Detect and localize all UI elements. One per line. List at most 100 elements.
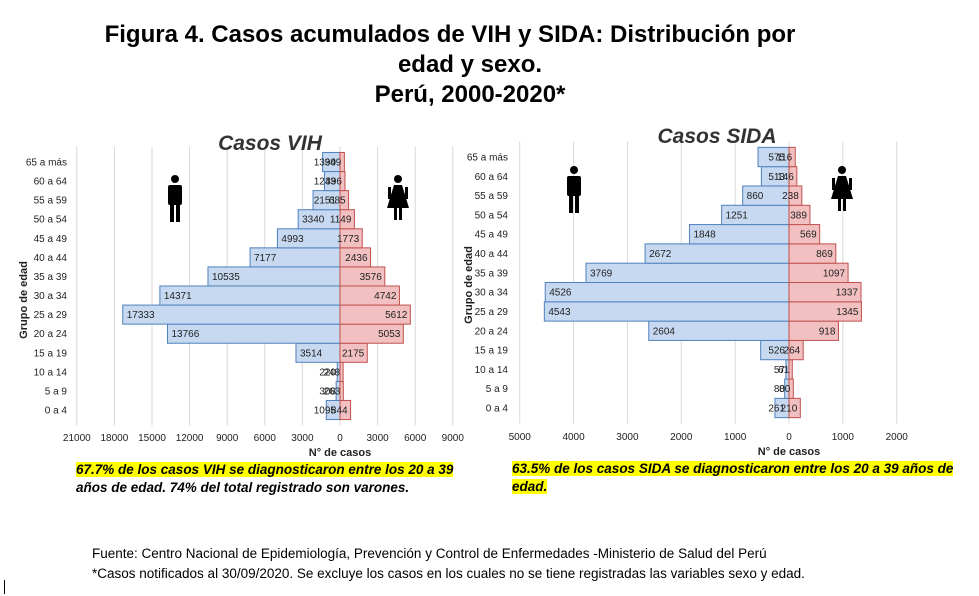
vih-male-value-label: 7177 <box>254 253 277 264</box>
vih-male-value-label: 1390 <box>314 158 337 169</box>
sida-male-value-label: 57 <box>774 365 786 376</box>
vih-category-label: 50 a 54 <box>34 215 68 226</box>
vih-male-value-label: 17333 <box>127 310 155 321</box>
sida-male-bar <box>543 301 790 322</box>
sida-note: 63.5% de los casos SIDA se diagnosticaro… <box>512 460 972 496</box>
vih-category-label: 65 a más <box>26 158 67 169</box>
vih-category-label: 45 a 49 <box>34 234 68 245</box>
sida-category-label: 20 a 24 <box>475 326 509 337</box>
vih-female-bar <box>339 399 352 421</box>
vih-category-label: 20 a 24 <box>34 329 68 340</box>
sida-note-highlight: 63.5% de los casos SIDA se diagnosticaro… <box>512 461 954 494</box>
sida-male-bar <box>544 282 790 303</box>
vih-female-value-label: 685 <box>329 196 346 207</box>
vih-female-value-label: 5612 <box>385 310 408 321</box>
vih-x-axis-label: N° de casos <box>309 447 371 459</box>
sida-male-value-label: 1251 <box>726 210 749 221</box>
sida-category-label: 35 a 39 <box>475 268 509 279</box>
vih-female-value-label: 3576 <box>360 272 383 283</box>
vih-note: 67.7% de los casos VIH se diagnosticaron… <box>76 461 466 497</box>
figure-title-line3: Perú, 2000-2020* <box>374 81 566 108</box>
sida-male-person-icon <box>567 166 581 213</box>
sida-male-value-label: 4526 <box>549 288 572 299</box>
sida-x-tick-label: 5000 <box>509 432 532 443</box>
vih-category-label: 5 a 9 <box>45 386 68 397</box>
figure-title-line1: Figura 4. Casos acumulados de VIH y SIDA… <box>104 21 796 48</box>
sida-x-tick-label: 2000 <box>886 432 909 443</box>
sida-female-value-label: 116 <box>776 153 792 164</box>
sida-male-value-label: 80 <box>774 384 786 395</box>
vih-male-value-label: 1243 <box>314 177 337 188</box>
sida-category-label: 0 a 4 <box>486 404 509 415</box>
vih-female-value-label: 263 <box>324 386 341 397</box>
vih-female-value-label: 396 <box>325 177 342 188</box>
text-cursor <box>4 580 5 594</box>
vih-category-label: 35 a 39 <box>34 272 68 283</box>
vih-female-value-label: 2436 <box>345 253 368 264</box>
vih-female-value-label: 349 <box>325 158 342 169</box>
sida-male-value-label: 1848 <box>693 230 716 241</box>
vih-male-value-label: 308 <box>319 386 336 397</box>
sida-category-label: 5 a 9 <box>486 384 509 395</box>
vih-male-value-label: 2151 <box>314 196 337 207</box>
sida-x-tick-label: 1000 <box>724 432 747 443</box>
vih-male-value-label: 3340 <box>302 215 325 226</box>
vih-female-value-label: 844 <box>331 406 348 417</box>
vih-male-value-label: 14371 <box>164 291 192 302</box>
vih-category-label: 25 a 29 <box>34 310 68 321</box>
sida-male-value-label: 261 <box>768 404 785 415</box>
sida-category-label: 50 a 54 <box>475 210 509 221</box>
sida-category-label: 25 a 29 <box>475 307 509 318</box>
figure-title: Figura 4. Casos acumulados de VIH y SIDA… <box>0 20 900 110</box>
vih-x-tick-label: 21000 <box>63 433 91 444</box>
sida-x-tick-label: 1000 <box>832 432 855 443</box>
source-line2: *Casos notificados al 30/09/2020. Se exc… <box>92 566 805 581</box>
vih-female-value-label: 4742 <box>374 291 397 302</box>
vih-male-value-label: 220 <box>319 367 336 378</box>
sida-x-tick-label: 0 <box>786 432 792 443</box>
vih-male-value-label: 13766 <box>171 329 199 340</box>
vih-category-label: 0 a 4 <box>45 406 68 417</box>
sida-male-value-label: 4543 <box>548 307 571 318</box>
vih-y-axis-label: Grupo de edad <box>18 261 30 339</box>
sida-female-value-label: 210 <box>781 404 798 415</box>
sida-female-value-label: 389 <box>790 210 807 221</box>
sida-y-axis-label: Grupo de edad <box>463 246 475 324</box>
vih-category-label: 15 a 19 <box>34 348 68 359</box>
vih-male-value-label: 1095 <box>314 406 337 417</box>
sida-male-value-label: 513 <box>768 172 785 183</box>
source-line1: Fuente: Centro Nacional de Epidemiología… <box>92 546 767 561</box>
vih-male-value-label: 4993 <box>281 234 304 245</box>
sida-female-value-label: 1337 <box>836 288 859 299</box>
sida-chart-title: Casos SIDA <box>657 125 776 148</box>
sida-female-value-label: 238 <box>782 191 799 202</box>
vih-x-tick-label: 6000 <box>404 433 427 444</box>
vih-category-label: 60 a 64 <box>34 177 68 188</box>
vih-category-label: 55 a 59 <box>34 196 68 207</box>
source-footnote: Fuente: Centro Nacional de Epidemiología… <box>92 544 805 584</box>
sida-female-value-label: 869 <box>816 249 833 260</box>
sida-male-value-label: 2604 <box>653 326 676 337</box>
sida-x-axis-label: N° de casos <box>758 446 820 458</box>
sida-category-label: 45 a 49 <box>475 230 509 241</box>
sida-female-value-label: 1345 <box>836 307 859 318</box>
vih-note-highlight: 67.7% de los casos VIH se diagnosticaron… <box>76 462 454 477</box>
vih-x-tick-label: 12000 <box>176 433 204 444</box>
sida-female-value-label: 569 <box>800 230 817 241</box>
sida-category-label: 55 a 59 <box>475 191 509 202</box>
sida-category-label: 30 a 34 <box>475 288 509 299</box>
vih-x-tick-label: 6000 <box>254 433 277 444</box>
sida-category-label: 60 a 64 <box>475 172 509 183</box>
sida-male-bar <box>585 262 790 284</box>
sida-female-value-label: 80 <box>779 384 791 395</box>
vih-male-person-icon <box>168 175 182 222</box>
sida-female-value-label: 61 <box>778 365 790 376</box>
sida-male-value-label: 526 <box>768 346 785 357</box>
vih-female-value-label: 1149 <box>330 215 352 226</box>
sida-female-value-label: 146 <box>777 172 794 183</box>
vih-x-tick-label: 18000 <box>100 433 128 444</box>
sida-male-value-label: 2672 <box>649 249 672 260</box>
vih-category-label: 10 a 14 <box>34 367 68 378</box>
sida-x-tick-label: 4000 <box>562 432 585 443</box>
